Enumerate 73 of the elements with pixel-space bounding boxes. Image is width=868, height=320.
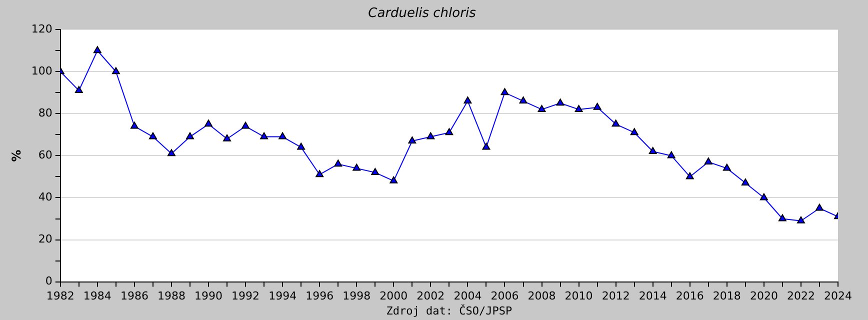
point — [426, 132, 435, 140]
x-tick-label: 2002 — [416, 289, 445, 302]
x-tick-label: 2018 — [712, 289, 741, 302]
point — [316, 170, 324, 178]
x-tick-label: 2022 — [786, 289, 815, 302]
x-tick-label: 2000 — [380, 289, 408, 302]
point — [686, 172, 694, 180]
point — [371, 168, 380, 176]
point — [741, 178, 750, 186]
point — [186, 132, 194, 140]
x-tick-label: 2010 — [564, 289, 593, 302]
point — [797, 216, 805, 224]
point — [519, 96, 528, 104]
point — [74, 86, 83, 94]
x-tick-label: 1998 — [342, 289, 371, 302]
point — [778, 214, 786, 222]
point — [722, 164, 731, 171]
x-tick-label: 1996 — [306, 289, 334, 302]
point — [204, 120, 212, 127]
y-tick-label: 100 — [31, 64, 52, 78]
point — [760, 193, 768, 200]
x-tick-label: 2006 — [490, 289, 519, 302]
point — [408, 136, 416, 144]
x-tick-label: 2020 — [750, 289, 778, 302]
y-tick-label: 60 — [38, 148, 52, 162]
point — [574, 104, 583, 112]
y-tick-label: 40 — [38, 190, 52, 204]
point — [482, 142, 490, 150]
point — [667, 151, 676, 158]
point — [390, 176, 398, 184]
point — [242, 122, 250, 129]
x-tick-label: 1988 — [157, 289, 186, 302]
x-tick-label: 2008 — [528, 289, 556, 302]
point — [223, 134, 231, 142]
point — [593, 102, 602, 110]
x-tick-label: 2014 — [638, 289, 667, 302]
point — [278, 132, 287, 140]
x-tick-label: 2016 — [676, 289, 704, 302]
x-tick-label: 1992 — [232, 289, 260, 302]
y-tick-label: 120 — [31, 22, 52, 36]
point — [500, 88, 509, 96]
point — [704, 158, 712, 165]
point — [464, 96, 472, 104]
point — [168, 149, 176, 156]
point — [648, 146, 657, 154]
point — [538, 104, 546, 112]
x-tick-label: 2024 — [824, 289, 852, 302]
text: Zdroj dat: ČSO/JPSP — [386, 303, 512, 318]
point — [130, 122, 138, 129]
chart-title: Carduelis chloris — [368, 6, 476, 22]
y-tick-label: 20 — [38, 232, 52, 246]
x-tick-label: 1982 — [46, 289, 74, 302]
y-tick-label: 0 — [45, 274, 52, 288]
point — [297, 142, 306, 150]
point — [93, 46, 102, 54]
y-axis-title: % — [9, 150, 24, 162]
point — [816, 204, 824, 211]
point — [612, 120, 620, 127]
x-tick-label: 2012 — [602, 289, 630, 302]
point — [334, 160, 342, 167]
point — [556, 98, 564, 106]
x-tick-label: 1994 — [268, 289, 297, 302]
point — [352, 164, 361, 171]
point — [112, 67, 120, 74]
point — [630, 128, 638, 136]
y-tick-label: 80 — [38, 106, 52, 120]
point — [445, 128, 454, 136]
x-tick-label: 1990 — [194, 289, 223, 302]
x-tick-label: 2004 — [454, 289, 482, 302]
x-tick-label: 1984 — [83, 289, 112, 302]
point — [260, 132, 268, 140]
x-tick-label: 1986 — [120, 289, 148, 302]
point — [149, 132, 157, 140]
